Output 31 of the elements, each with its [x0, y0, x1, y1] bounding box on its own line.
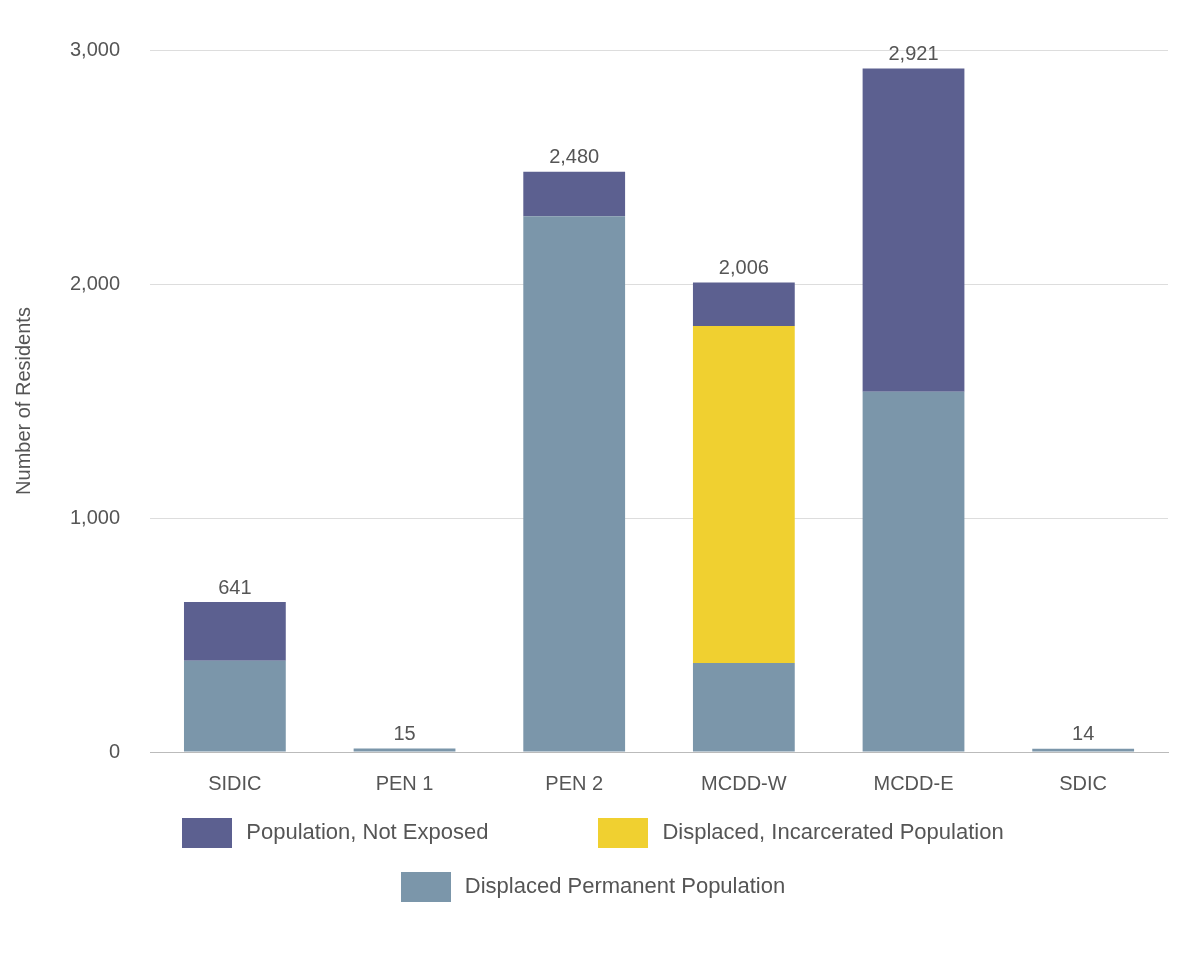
bar	[862, 391, 965, 752]
y-tick-label: 0	[108, 739, 121, 762]
y-tick-label: 3,000	[69, 37, 121, 60]
x-tick-label: PEN 2	[545, 771, 604, 794]
total-label: 2,006	[718, 256, 769, 279]
bar	[353, 748, 456, 752]
legend-label: Displaced Permanent Population	[464, 872, 786, 898]
y-tick-label: 1,000	[69, 505, 121, 528]
legend-label: Displaced, Incarcerated Population	[662, 818, 1004, 844]
x-tick-label: SDIC	[1059, 771, 1108, 794]
bar	[692, 282, 795, 327]
y-axis-title: Number of Residents	[11, 307, 34, 495]
bar	[1032, 748, 1135, 752]
legend-label: Population, Not Exposed	[246, 818, 489, 844]
bar	[692, 663, 795, 752]
bar	[523, 216, 626, 752]
total-label: 2,480	[549, 145, 600, 168]
x-tick-label: SIDIC	[208, 771, 262, 794]
bar	[692, 326, 795, 664]
x-tick-label: MCDD-E	[873, 771, 954, 794]
total-label: 641	[218, 575, 252, 598]
total-label: 15	[393, 722, 416, 745]
bar	[523, 171, 626, 217]
y-tick-label: 2,000	[69, 271, 121, 294]
bar	[183, 602, 286, 661]
x-tick-label: MCDD-W	[701, 771, 787, 794]
total-label: 14	[1072, 722, 1095, 745]
total-label: 2,921	[888, 42, 939, 64]
bar	[183, 660, 286, 752]
x-tick-label: PEN 1	[375, 771, 434, 794]
bar	[862, 68, 965, 392]
